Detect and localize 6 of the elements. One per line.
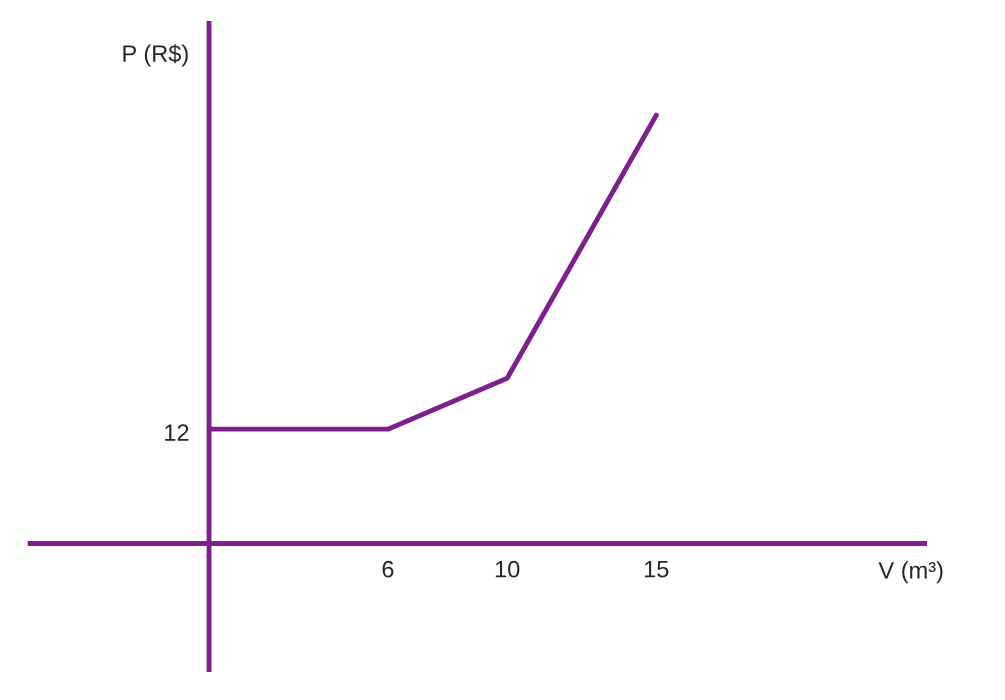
x-tick-label: 15 — [644, 561, 669, 578]
x-tick-label: 6 — [382, 560, 394, 578]
annotation: 12 — [165, 424, 189, 441]
x-axis-title: V (m³) — [878, 561, 943, 584]
y-axis-title: P (R$) — [123, 44, 188, 67]
x-tick-label: 10 — [495, 560, 520, 578]
